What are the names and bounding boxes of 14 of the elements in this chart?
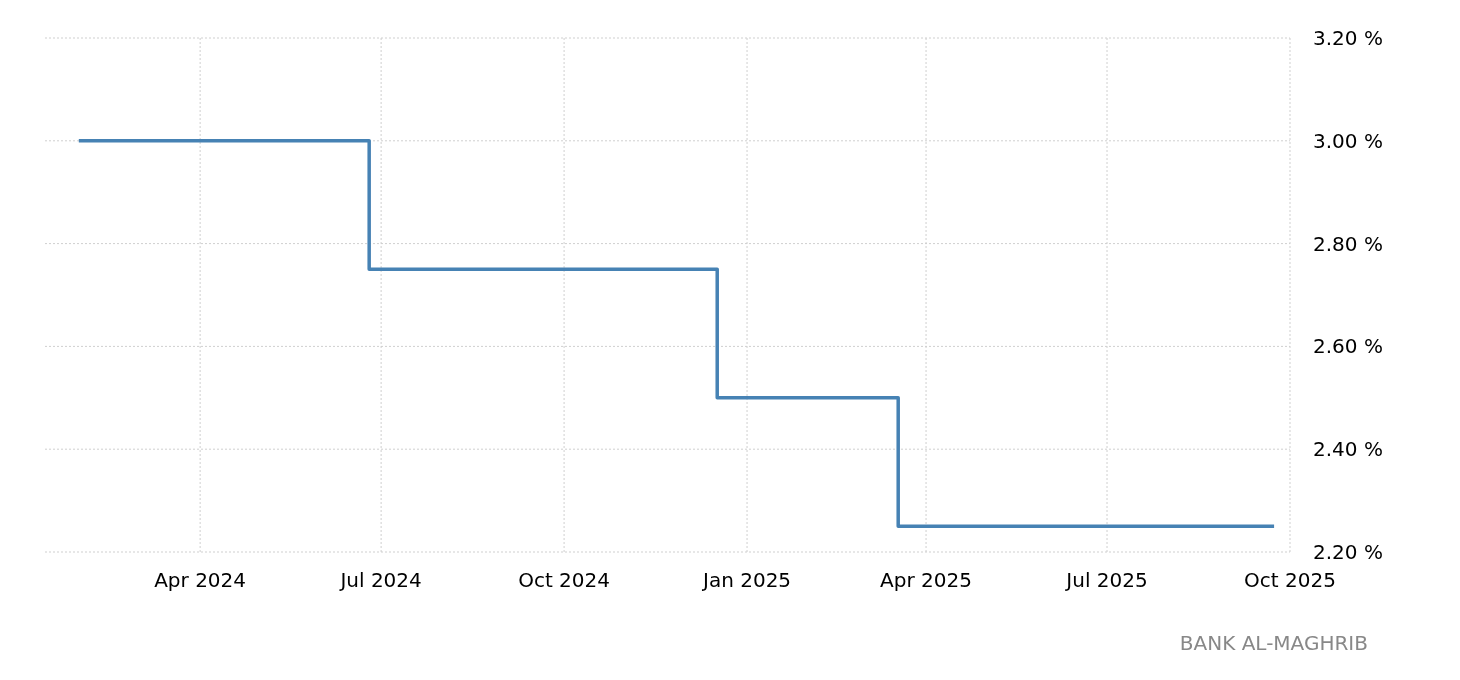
x-tick-label: Oct 2025 [1244,568,1336,592]
y-tick-label: 2.80 % [1313,231,1383,256]
y-tick-label: 2.40 % [1313,437,1383,462]
y-tick-label: 3.20 % [1313,26,1383,50]
y-tick-label: 2.20 % [1313,540,1383,564]
text: BANK AL-MAGHRIB [1179,631,1368,655]
y-tick-label: 2.60 % [1313,334,1383,359]
x-tick-label: Jan 2025 [701,568,792,592]
x-tick-label: Apr 2025 [880,568,972,592]
x-tick-label: Jul 2025 [1064,568,1148,592]
x-tick-label: Jul 2024 [338,568,422,592]
y-tick-label: 3.00 % [1313,128,1383,153]
x-tick-label: Oct 2024 [518,568,610,592]
x-tick-label: Apr 2024 [154,568,247,592]
